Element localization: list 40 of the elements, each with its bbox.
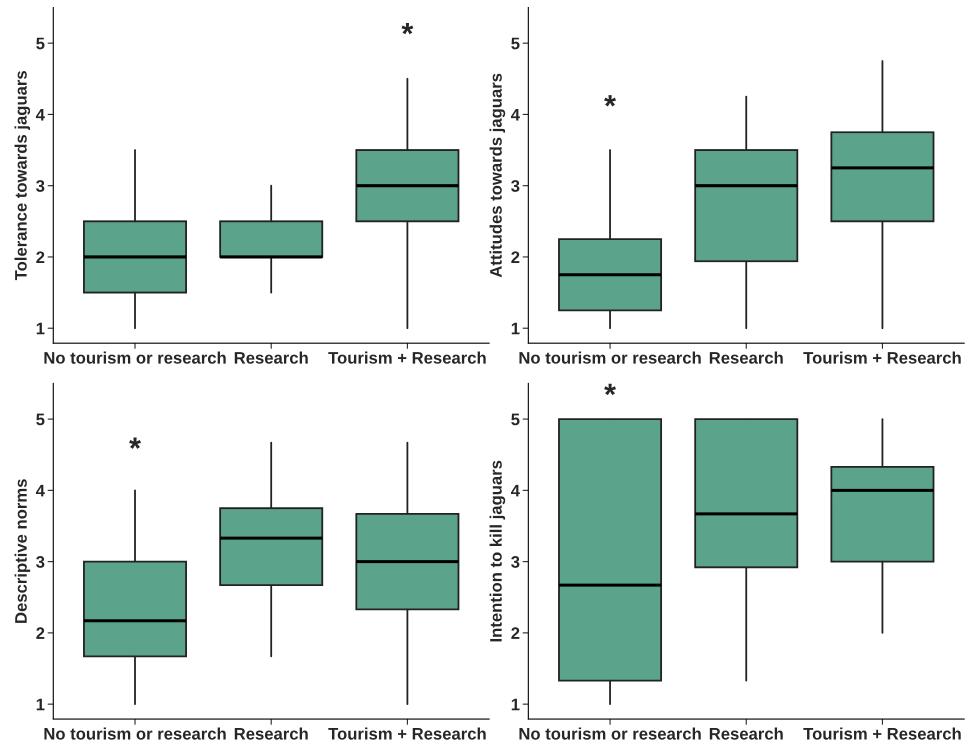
x-tick-label: Research: [234, 727, 308, 740]
x-tick-label: No tourism or research: [519, 352, 701, 364]
annotation: *: [604, 384, 616, 396]
y-tick-label: 3: [36, 556, 44, 568]
y-tick-label: 1: [36, 698, 44, 710]
x-tick-label: No tourism or research: [44, 727, 226, 740]
y-axis-title: Attitudes towards jaguars: [490, 74, 506, 278]
y-tick-label: 1: [512, 698, 520, 710]
y-axis-title: Tolerance towards jaguars: [14, 71, 30, 280]
y-tick-label: 3: [36, 180, 44, 192]
x-tick-label: Research: [710, 352, 783, 364]
y-tick-label: 5: [511, 38, 520, 50]
y-tick-label: 4: [36, 109, 45, 120]
x-tick-label: Tourism + Research: [803, 352, 961, 364]
y-tick-label: 2: [511, 251, 520, 263]
y-tick-label: 2: [36, 627, 44, 639]
y-tick-label: 5: [511, 414, 520, 426]
x-tick-label: Research: [234, 352, 308, 364]
annotation: *: [402, 22, 414, 34]
x-tick-label: Research: [710, 727, 783, 740]
y-tick-label: 5: [36, 38, 44, 50]
y-tick-label: 5: [36, 414, 44, 426]
y-tick-label: 1: [512, 322, 520, 334]
x-tick-label: Tourism + Research: [328, 727, 486, 740]
y-axis-title: Descriptive norms: [14, 479, 30, 623]
y-tick-label: 4: [510, 484, 520, 496]
y-tick-label: 4: [510, 109, 520, 120]
y-tick-label: 2: [36, 251, 44, 263]
annotation: *: [604, 95, 616, 106]
y-axis-title: Intention to kill jaguars: [490, 460, 506, 642]
y-tick-label: 3: [511, 180, 520, 192]
x-tick-label: No tourism or research: [519, 727, 701, 740]
annotation: *: [129, 437, 141, 449]
x-tick-label: Tourism + Research: [803, 727, 961, 740]
y-tick-label: 1: [36, 322, 44, 334]
x-tick-label: Tourism + Research: [328, 352, 486, 364]
x-tick-label: No tourism or research: [44, 352, 226, 364]
y-tick-label: 3: [511, 556, 520, 568]
y-tick-label: 2: [511, 627, 520, 639]
y-tick-label: 4: [36, 484, 45, 496]
